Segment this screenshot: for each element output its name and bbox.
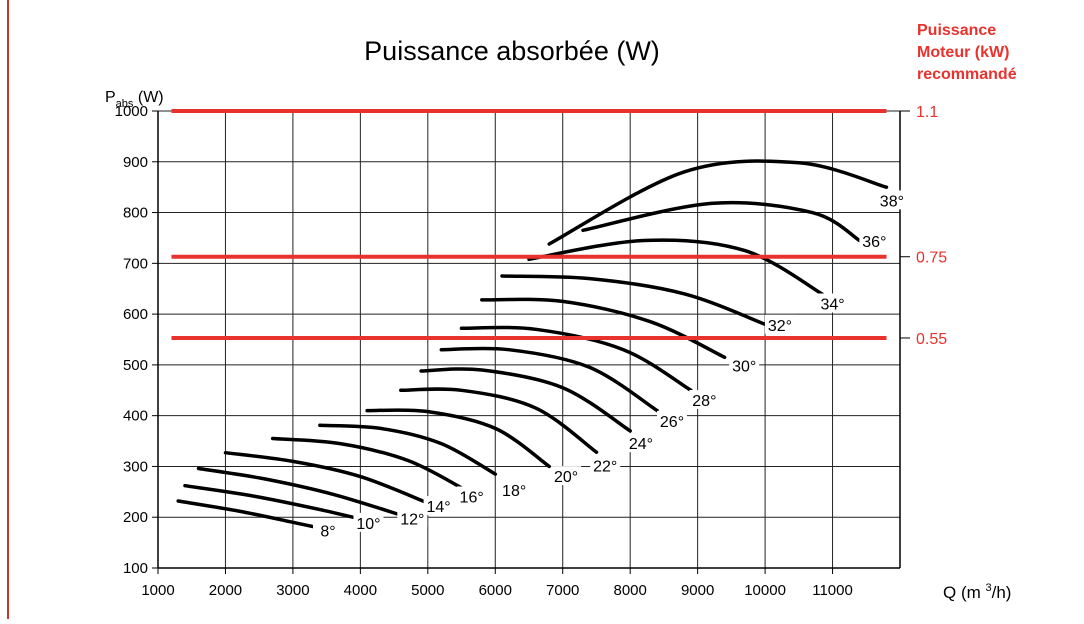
y-tick-label: 300 (123, 458, 148, 475)
x-tick-label: 9000 (681, 582, 714, 599)
curve-label-bg (689, 389, 720, 409)
x-tick-label: 5000 (411, 582, 444, 599)
curve-24deg (419, 367, 632, 433)
curve-34deg (527, 238, 828, 299)
reference-label-1-1: 1.1 (916, 104, 938, 121)
curve-label-28deg: 28° (692, 393, 716, 410)
x-tick-label: 11000 (812, 582, 853, 599)
axes (152, 110, 901, 574)
x-tick-label: 10000 (744, 582, 786, 599)
curve-26deg (439, 346, 659, 413)
curve-label-32deg: 32° (768, 318, 792, 335)
curve-label-bg (817, 293, 848, 313)
chart-title: Puissance absorbée (W) (364, 36, 660, 66)
curves: 8° 10° 12°14° 16° 18° 20° 22° 24° 26° 28° 30° 32° 34… (176, 159, 907, 540)
tick-labels: 1000 2000 3000 4000 5000 6000 7000 8000 9000 1000… (115, 103, 853, 599)
y-tick-label: 400 (123, 408, 148, 425)
curve-20deg (365, 408, 551, 469)
y-tick-label: 200 (123, 509, 148, 526)
curve-label-bg (657, 410, 688, 430)
y-tick-label: 1000 (115, 103, 148, 120)
x-axis-label-sup: 3 (986, 582, 992, 594)
y-tick-label: 800 (123, 205, 148, 222)
curve-label-bg (625, 433, 656, 453)
secondary-axis-title-line-1: Puissance (917, 22, 996, 39)
curve-label-bg (397, 508, 428, 528)
curve-22deg (399, 387, 599, 454)
curve-label-bg (764, 314, 795, 334)
secondary-axis-title-line-3: recommandé (917, 66, 1017, 83)
reference-label-0-55: 0.55 (916, 331, 947, 348)
y-tick-label: 100 (123, 560, 148, 577)
x-tick-label: 4000 (344, 582, 377, 599)
curve-32deg (500, 274, 767, 327)
y-axis-label-unit: (W) (133, 89, 163, 106)
curve-label-bg (551, 466, 582, 486)
secondary-axis-title: Puissance Moteur (kW) recommandé (917, 22, 1017, 83)
x-tick-label: 1000 (141, 582, 174, 599)
x-tick-label: 3000 (276, 582, 309, 599)
curve-label-bg (499, 479, 530, 499)
curve-label-26deg: 26° (660, 414, 684, 431)
x-tick-label: 2000 (209, 582, 242, 599)
curve-14deg (223, 450, 430, 505)
x-axis-label-main: Q (m (943, 583, 986, 602)
curve-38deg (547, 159, 889, 246)
x-tick-label: 8000 (613, 582, 646, 599)
curve-label-34deg: 34° (820, 296, 844, 313)
curve-label-bg (876, 190, 907, 210)
y-axis-label-main: P (105, 89, 116, 106)
x-axis-label: Q (m 3/h) (943, 582, 1011, 602)
curve-18deg (318, 423, 498, 476)
curve-label-20deg: 20° (554, 469, 578, 486)
curve-label-36deg: 36° (862, 234, 886, 251)
y-axis-label: Pabs (W) (105, 89, 164, 110)
curve-label-bg (456, 486, 487, 506)
curve-label-22deg: 22° (593, 458, 617, 475)
curve-label-bg (423, 496, 454, 516)
curve-label-14deg: 14° (427, 499, 451, 516)
curve-label-16deg: 16° (460, 489, 484, 506)
curve-label-bg (859, 231, 890, 251)
curve-label-18deg: 18° (502, 483, 526, 500)
y-tick-label: 500 (123, 357, 148, 374)
curve-10deg (183, 483, 376, 525)
reference-label-0-75: 0.75 (916, 250, 947, 267)
curve-label-bg (353, 512, 384, 532)
y-axis-label-sub: abs (116, 98, 134, 110)
curve-16deg (270, 436, 464, 490)
curve-12deg (196, 466, 410, 519)
curve-label-30deg: 30° (732, 358, 756, 375)
curve-label-24deg: 24° (629, 436, 653, 453)
curve-8deg (176, 499, 336, 533)
y-tick-label: 600 (123, 306, 148, 323)
curve-30deg (480, 297, 727, 360)
x-tick-label: 6000 (479, 582, 512, 599)
curve-label-38deg: 38° (880, 193, 904, 210)
reference-lines: 1.1 0.75 0.55 (171, 104, 947, 348)
curve-label-bg (312, 520, 343, 540)
x-tick-label: 7000 (546, 582, 579, 599)
curve-label-bg (729, 355, 760, 375)
x-axis-label-unit: /h) (992, 583, 1012, 602)
curve-label-10deg: 10° (356, 516, 380, 533)
curve-label-12deg: 12° (400, 511, 424, 528)
curve-36deg (581, 200, 862, 243)
curve-label-bg (590, 455, 621, 475)
y-tick-label: 900 (123, 154, 148, 171)
secondary-axis-title-line-2: Moteur (kW) (917, 44, 1009, 61)
y-tick-label: 700 (123, 255, 148, 272)
curve-label-8deg: 8° (320, 523, 335, 540)
left-margin-rule (7, 0, 9, 619)
